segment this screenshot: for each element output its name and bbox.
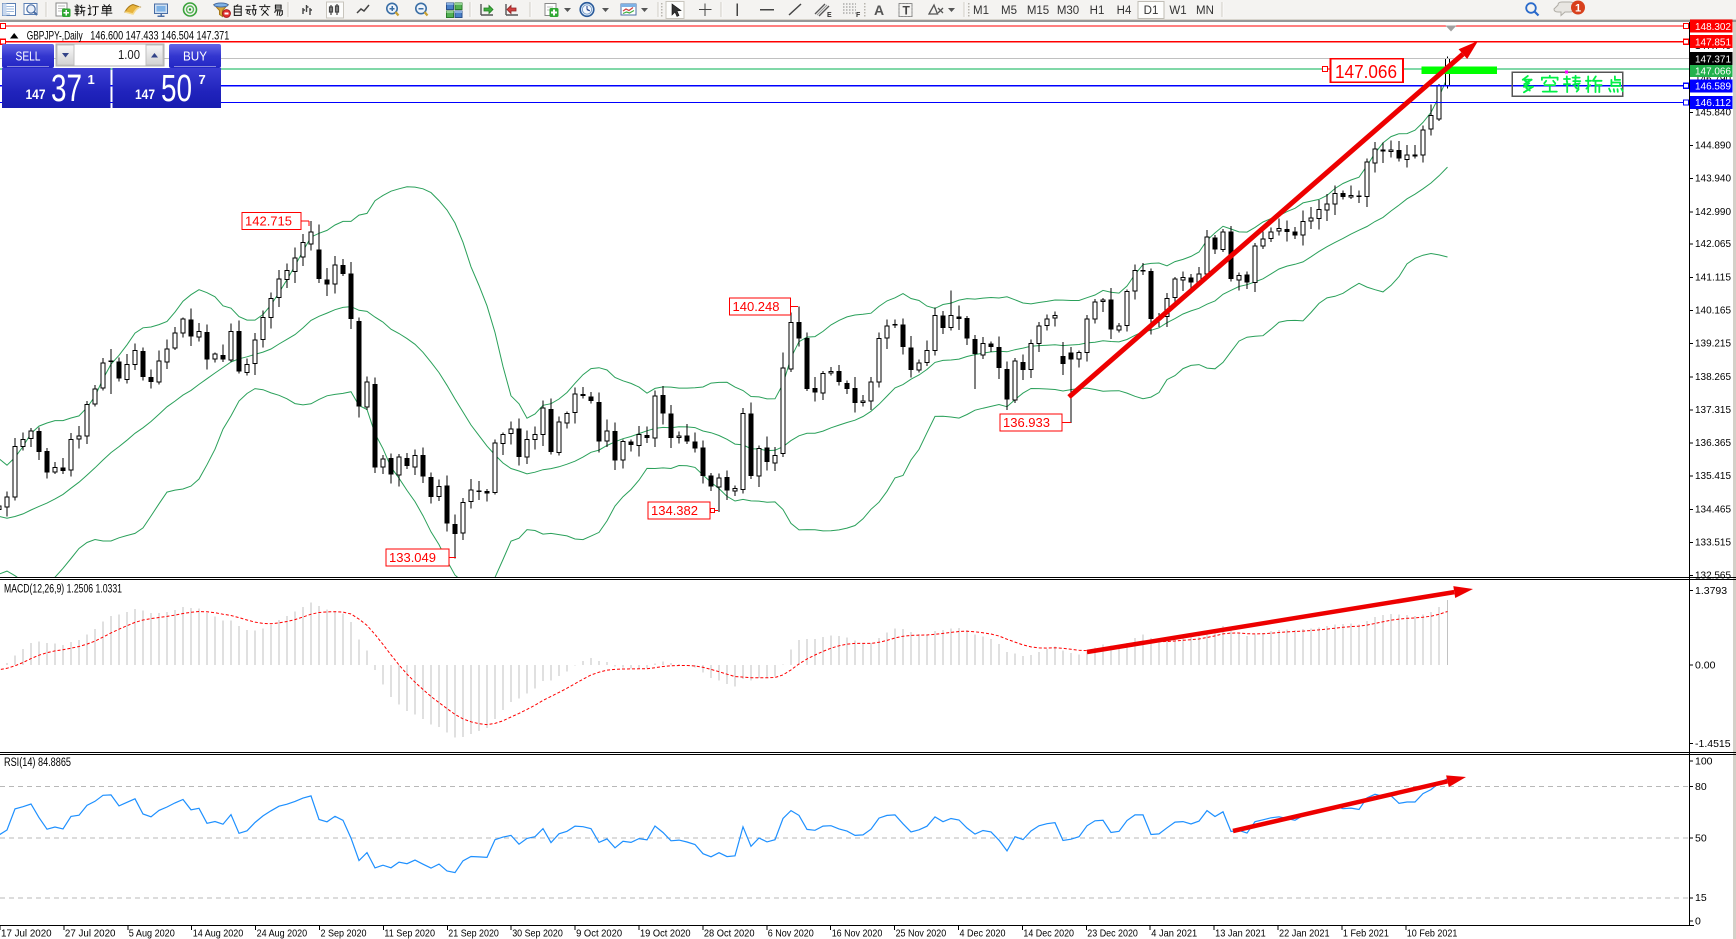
svg-text:T: T (903, 4, 911, 18)
svg-text:19 Oct 2020: 19 Oct 2020 (640, 928, 691, 939)
svg-text:148.302: 148.302 (1695, 21, 1731, 33)
svg-text:142.990: 142.990 (1695, 206, 1731, 218)
svg-text:4 Dec 2020: 4 Dec 2020 (960, 928, 1006, 939)
svg-text:100: 100 (1695, 756, 1713, 768)
svg-text:147.851: 147.851 (1695, 37, 1731, 49)
svg-text:138.265: 138.265 (1695, 371, 1731, 383)
svg-text:17 Jul 2020: 17 Jul 2020 (1, 928, 52, 939)
svg-text:25 Nov 2020: 25 Nov 2020 (896, 928, 947, 939)
svg-text:27 Jul 2020: 27 Jul 2020 (65, 928, 116, 939)
svg-text:16 Nov 2020: 16 Nov 2020 (832, 928, 883, 939)
svg-text:144.890: 144.890 (1695, 140, 1731, 152)
svg-text:140.165: 140.165 (1695, 305, 1731, 317)
svg-text:23 Dec 2020: 23 Dec 2020 (1087, 928, 1138, 939)
svg-text:147: 147 (26, 87, 46, 102)
svg-text:30 Sep 2020: 30 Sep 2020 (512, 928, 563, 939)
svg-text:MN: MN (1196, 5, 1214, 17)
svg-text:133.515: 133.515 (1695, 537, 1731, 549)
svg-text:6 Nov 2020: 6 Nov 2020 (768, 928, 814, 939)
svg-text:141.115: 141.115 (1695, 271, 1731, 283)
svg-text:M30: M30 (1057, 5, 1079, 17)
svg-text:146.112: 146.112 (1695, 97, 1731, 109)
svg-text:1.00: 1.00 (118, 48, 140, 62)
svg-text:137.315: 137.315 (1695, 404, 1731, 416)
svg-text:7: 7 (199, 72, 206, 87)
svg-text:143.940: 143.940 (1695, 173, 1731, 185)
svg-text:136.365: 136.365 (1695, 437, 1731, 449)
svg-text:11 Sep 2020: 11 Sep 2020 (384, 928, 435, 939)
svg-text:80: 80 (1695, 781, 1707, 793)
svg-text:139.215: 139.215 (1695, 338, 1731, 350)
svg-text:146.589: 146.589 (1695, 81, 1731, 93)
svg-text:1: 1 (1575, 3, 1581, 15)
svg-text:50: 50 (1695, 832, 1707, 844)
svg-text:22 Jan 2021: 22 Jan 2021 (1279, 928, 1330, 939)
svg-text:M15: M15 (1027, 5, 1049, 17)
svg-text:0: 0 (1695, 916, 1701, 928)
svg-text:H1: H1 (1090, 5, 1105, 17)
svg-text:147: 147 (135, 87, 155, 102)
svg-text:136.933: 136.933 (1003, 415, 1050, 430)
svg-text:142.065: 142.065 (1695, 238, 1731, 250)
svg-text:135.415: 135.415 (1695, 470, 1731, 482)
svg-text:BUY: BUY (183, 50, 208, 64)
svg-text:2 Sep 2020: 2 Sep 2020 (321, 928, 367, 939)
svg-text:15: 15 (1695, 892, 1707, 904)
svg-text:28 Oct 2020: 28 Oct 2020 (704, 928, 755, 939)
svg-text:1: 1 (88, 72, 95, 87)
svg-text:10 Feb 2021: 10 Feb 2021 (1407, 928, 1458, 939)
svg-text:5 Aug 2020: 5 Aug 2020 (129, 928, 175, 939)
svg-text:RSI(14) 84.8865: RSI(14) 84.8865 (4, 757, 71, 769)
svg-text:147.066: 147.066 (1695, 66, 1731, 78)
svg-text:SELL: SELL (16, 50, 41, 64)
svg-text:14 Aug 2020: 14 Aug 2020 (193, 928, 244, 939)
svg-text:0.00: 0.00 (1695, 660, 1716, 672)
svg-text:9 Oct 2020: 9 Oct 2020 (576, 928, 622, 939)
svg-text:1 Feb 2021: 1 Feb 2021 (1343, 928, 1389, 939)
svg-text:M5: M5 (1001, 5, 1017, 17)
svg-text:147.371: 147.371 (1695, 53, 1731, 65)
svg-text:F: F (856, 12, 861, 19)
svg-text:142.715: 142.715 (245, 214, 292, 229)
svg-text:37: 37 (51, 68, 82, 110)
svg-text:4 Jan 2021: 4 Jan 2021 (1151, 928, 1197, 939)
svg-text:146.600 147.433 146.504 147.37: 146.600 147.433 146.504 147.371 (90, 29, 229, 43)
svg-text:D1: D1 (1144, 5, 1159, 17)
svg-text:14 Dec 2020: 14 Dec 2020 (1023, 928, 1074, 939)
svg-text:A: A (874, 2, 884, 18)
svg-text:1.3793: 1.3793 (1695, 585, 1727, 597)
svg-text:GBPJPY-,Daily: GBPJPY-,Daily (27, 29, 83, 43)
svg-text:140.248: 140.248 (733, 299, 780, 314)
svg-text:145.840: 145.840 (1695, 106, 1731, 118)
svg-text:W1: W1 (1169, 5, 1186, 17)
svg-text:E: E (827, 12, 832, 19)
svg-text:50: 50 (161, 68, 192, 110)
svg-text:13 Jan 2021: 13 Jan 2021 (1215, 928, 1266, 939)
svg-text:21 Sep 2020: 21 Sep 2020 (448, 928, 499, 939)
svg-text:24 Aug 2020: 24 Aug 2020 (257, 928, 308, 939)
svg-text:133.049: 133.049 (389, 550, 436, 565)
svg-text:MACD(12,26,9) 1.2506 1.0331: MACD(12,26,9) 1.2506 1.0331 (4, 584, 122, 596)
svg-text:M1: M1 (973, 5, 989, 17)
svg-text:134.382: 134.382 (651, 503, 698, 518)
svg-text:147.066: 147.066 (1335, 62, 1397, 82)
svg-text:134.465: 134.465 (1695, 503, 1731, 515)
svg-text:H4: H4 (1117, 5, 1132, 17)
svg-text:-1.4515: -1.4515 (1695, 738, 1731, 750)
svg-text:132.565: 132.565 (1695, 570, 1731, 582)
